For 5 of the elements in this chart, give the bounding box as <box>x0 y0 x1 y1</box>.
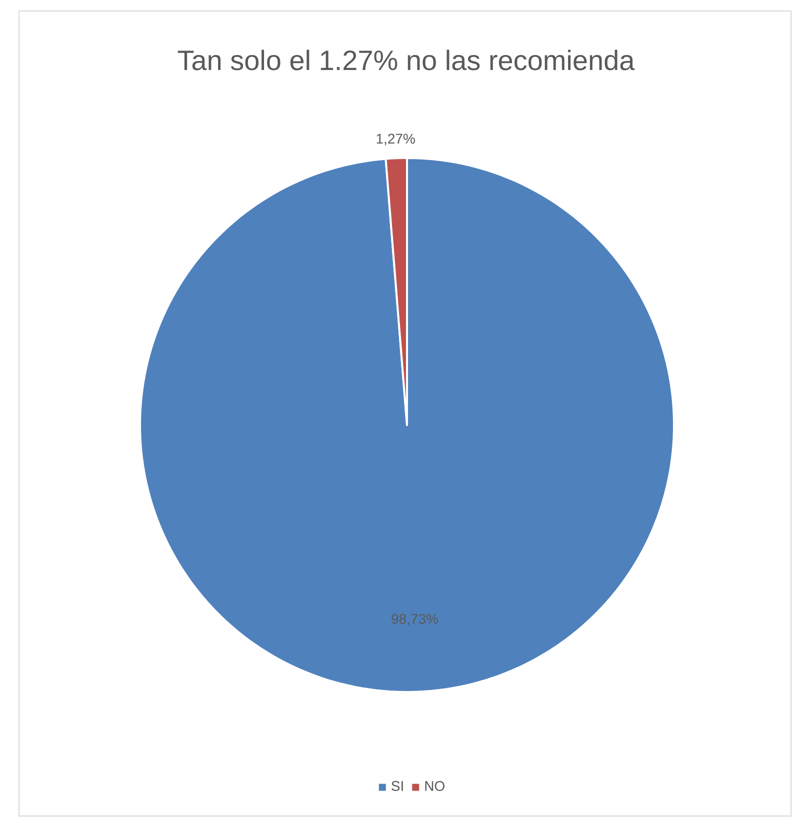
legend-label: NO <box>425 781 444 791</box>
chart-title: Tan solo el 1.27% no las recomienda <box>178 50 635 70</box>
data-label: 1,27% <box>376 134 415 146</box>
data-label: 98,73% <box>392 614 438 626</box>
legend-label: SI <box>392 781 403 791</box>
